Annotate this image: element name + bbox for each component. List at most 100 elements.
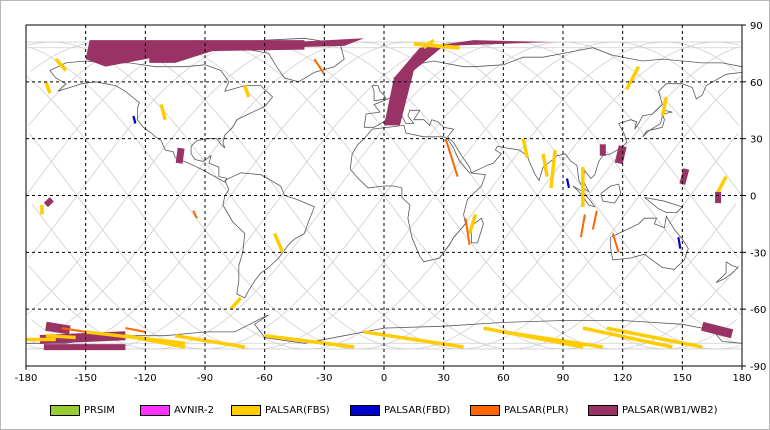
wb-swath [85, 40, 305, 67]
legend-item-palsar-plr: PALSAR(PLR) [470, 402, 568, 418]
plr-swath [579, 214, 586, 238]
fbs-swath [660, 96, 669, 117]
coastline [600, 183, 622, 204]
coastline [349, 124, 486, 263]
fbs-swath [606, 326, 703, 349]
axis-ticks: -180 -150 -120 -90 -60 -30 0 30 60 90 120 150 180 90 6… [15, 21, 767, 384]
fbs-swath [273, 232, 285, 253]
coastline [222, 172, 315, 299]
plr-swath [192, 210, 198, 219]
observation-swaths [26, 38, 734, 351]
fbs-swath [159, 104, 167, 121]
x-tick-label: 90 [557, 373, 570, 384]
y-tick-label: 60 [750, 78, 763, 89]
y-tick-label: -90 [750, 362, 766, 373]
coverage-map: -180 -150 -120 -90 -60 -30 0 30 60 90 120 150 180 90 6… [15, 21, 767, 384]
fbs-swath [625, 65, 641, 91]
fbs-swath [716, 175, 728, 193]
legend-swatch-palsar-fbs [231, 404, 261, 416]
plr-swath [61, 327, 86, 333]
legend-item-avnir2: AVNIR-2 [140, 402, 214, 418]
wb-swath [715, 191, 722, 204]
x-tick-label: -150 [74, 373, 97, 384]
legend-swatch-prsim [50, 404, 80, 416]
fbd-swath [677, 237, 682, 249]
plr-swath [444, 138, 459, 177]
fbs-swath [243, 85, 251, 98]
coastline [49, 60, 274, 183]
legend-swatch-palsar-fbd [350, 404, 380, 416]
fbs-swath [26, 337, 56, 342]
coastline [371, 85, 387, 102]
plr-swath [464, 218, 471, 245]
legend-item-palsar-fbs: PALSAR(FBS) [231, 402, 330, 418]
fbs-swath [503, 330, 603, 349]
x-tick-label: 0 [381, 373, 387, 384]
coastline [363, 47, 743, 128]
legend: PRSIM AVNIR-2 PALSAR(FBS) PALSAR(FBD) PA… [0, 402, 770, 420]
coastline [715, 261, 739, 283]
x-tick-label: -60 [256, 373, 272, 384]
legend-swatch-palsar-wb [588, 404, 618, 416]
x-tick-label: 150 [673, 373, 692, 384]
fbd-swath [132, 115, 137, 124]
fbs-swath [54, 57, 68, 72]
wb-swath [384, 40, 554, 126]
fbs-swath [174, 334, 246, 349]
fbs-swath [549, 149, 557, 189]
y-tick-label: 0 [750, 192, 756, 203]
fbs-swath [40, 205, 44, 215]
wb-swath [614, 145, 627, 165]
map-grid [26, 25, 742, 366]
legend-item-palsar-wb: PALSAR(WB1/WB2) [588, 402, 718, 418]
orbit-track [29, 41, 741, 350]
y-tick-label: -60 [750, 305, 766, 316]
x-tick-label: -180 [15, 373, 38, 384]
wb-swath [701, 321, 734, 339]
fbs-swath [125, 334, 186, 349]
x-tick-label: -30 [316, 373, 332, 384]
wb-swath [149, 40, 229, 63]
wb-swath [175, 147, 185, 164]
fbs-swath [467, 213, 478, 234]
wb-swath [599, 144, 606, 156]
plr-swath [313, 58, 326, 75]
plr-swath [125, 327, 146, 333]
y-tick-label: 30 [750, 135, 763, 146]
x-tick-label: -90 [197, 373, 213, 384]
legend-label-palsar-plr: PALSAR(PLR) [504, 404, 569, 416]
legend-label-avnir2: AVNIR-2 [174, 404, 214, 416]
fbs-swath [44, 81, 52, 94]
x-tick-label: 60 [497, 373, 510, 384]
fbs-swath [45, 333, 76, 340]
legend-label-palsar-fbs: PALSAR(FBS) [265, 404, 330, 416]
fbs-swath [581, 167, 585, 207]
orbit-track [26, 41, 738, 350]
legend-label-palsar-wb: PALSAR(WB1/WB2) [622, 404, 718, 416]
x-tick-label: 30 [437, 373, 450, 384]
coastline [644, 197, 684, 213]
coastlines [26, 37, 743, 344]
orbit-track [30, 41, 742, 350]
y-tick-label: -30 [750, 248, 766, 259]
coastline [642, 109, 673, 138]
fbs-swath [521, 138, 529, 158]
plr-swath [591, 210, 598, 230]
fbs-swath [363, 330, 464, 349]
wb-swath [254, 38, 365, 48]
legend-item-prsim: PRSIM [50, 402, 115, 418]
legend-label-palsar-fbd: PALSAR(FBD) [384, 404, 451, 416]
x-tick-label: 120 [613, 373, 632, 384]
wb-swath [679, 168, 690, 185]
legend-swatch-avnir2 [140, 404, 170, 416]
coastline [610, 215, 689, 270]
x-tick-label: 180 [732, 373, 751, 384]
wb-swath [43, 197, 54, 208]
orbit-track [27, 41, 738, 350]
fbs-swath [413, 42, 460, 50]
fbs-swath [541, 153, 549, 177]
wb-swath [43, 344, 126, 351]
x-tick-label: -120 [134, 373, 157, 384]
legend-swatch-palsar-plr [470, 404, 500, 416]
